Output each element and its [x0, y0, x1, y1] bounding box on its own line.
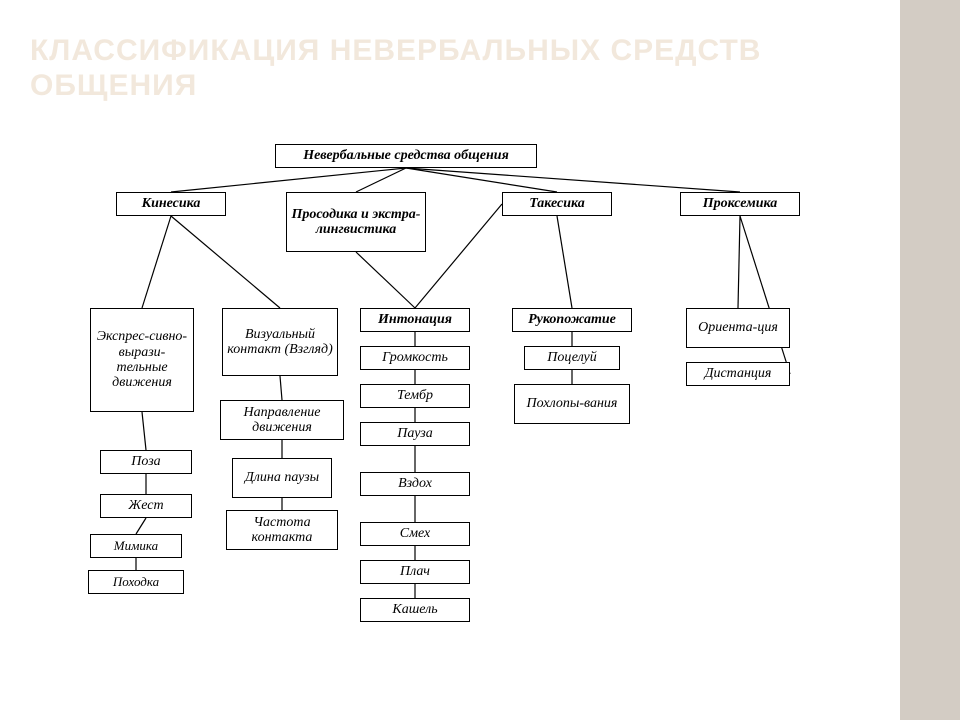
- edge: [142, 216, 171, 308]
- edge: [740, 216, 790, 374]
- edge: [280, 376, 282, 400]
- node-label: Мимика: [114, 539, 158, 553]
- edge: [171, 216, 280, 308]
- edge: [415, 204, 502, 308]
- node-kinesika: Кинесика: [116, 192, 226, 216]
- node-zhest: Жест: [100, 494, 192, 518]
- node-label: Поза: [131, 454, 160, 469]
- node-poza: Поза: [100, 450, 192, 474]
- edge: [738, 216, 740, 308]
- node-chastota: Частота контакта: [226, 510, 338, 550]
- node-rukopoz: Рукопожатие: [512, 308, 632, 332]
- node-dlina: Длина паузы: [232, 458, 332, 498]
- diagram-canvas: Невербальные средства общения Кинесика Про…: [0, 0, 960, 720]
- node-expr: Экспрес-сивно-вырази-тельные движения: [90, 308, 194, 412]
- node-label: Тембр: [397, 388, 433, 403]
- node-proksemika: Проксемика: [680, 192, 800, 216]
- node-tembr: Тембр: [360, 384, 470, 408]
- node-label: Частота контакта: [231, 515, 333, 546]
- node-label: Визуальный контакт (Взгляд): [227, 327, 333, 358]
- node-label: Походка: [113, 575, 159, 589]
- node-label: Плач: [400, 564, 430, 579]
- node-label: Такесика: [529, 196, 585, 211]
- edge: [356, 252, 415, 308]
- node-smeh: Смех: [360, 522, 470, 546]
- node-intonation: Интонация: [360, 308, 470, 332]
- node-label: Интонация: [378, 312, 452, 327]
- node-prosodika: Просодика и экстра-лингвистика: [286, 192, 426, 252]
- diagram-edges: [0, 0, 960, 720]
- node-poceluy: Поцелуй: [524, 346, 620, 370]
- node-label: Невербальные средства общения: [303, 148, 509, 163]
- edge: [356, 168, 406, 192]
- edge: [136, 518, 146, 534]
- node-label: Длина паузы: [245, 470, 319, 485]
- node-label: Похлопы-вания: [527, 396, 618, 411]
- edge: [557, 216, 572, 308]
- edge: [406, 168, 557, 192]
- node-distance: Дистанция: [686, 362, 790, 386]
- edge: [171, 168, 406, 192]
- side-strip: [900, 0, 960, 720]
- node-plach: Плач: [360, 560, 470, 584]
- node-label: Жест: [128, 498, 163, 513]
- edge: [406, 168, 740, 192]
- node-kashel: Кашель: [360, 598, 470, 622]
- node-label: Проксемика: [703, 196, 777, 211]
- node-label: Вздох: [398, 476, 432, 491]
- node-label: Громкость: [382, 350, 448, 365]
- page-title: КЛАССИФИКАЦИЯ НЕВЕРБАЛЬНЫХ СРЕДСТВ ОБЩЕН…: [30, 34, 850, 103]
- node-napravlenie: Направление движения: [220, 400, 344, 440]
- node-label: Ориента-ция: [698, 320, 778, 335]
- node-label: Кашель: [392, 602, 437, 617]
- node-label: Направление движения: [225, 405, 339, 436]
- node-mimika: Мимика: [90, 534, 182, 558]
- edge: [142, 412, 146, 450]
- node-vizual: Визуальный контакт (Взгляд): [222, 308, 338, 376]
- node-pauza: Пауза: [360, 422, 470, 446]
- node-label: Пауза: [397, 426, 432, 441]
- node-label: Смех: [400, 526, 431, 541]
- node-pohodka: Походка: [88, 570, 184, 594]
- node-label: Кинесика: [142, 196, 201, 211]
- node-takesika: Такесика: [502, 192, 612, 216]
- node-label: Рукопожатие: [528, 312, 616, 327]
- node-label: Экспрес-сивно-вырази-тельные движения: [95, 329, 189, 391]
- node-gromkost: Громкость: [360, 346, 470, 370]
- node-orient: Ориента-ция: [686, 308, 790, 348]
- node-vzdoh: Вздох: [360, 472, 470, 496]
- node-label: Поцелуй: [547, 350, 596, 365]
- node-root: Невербальные средства общения: [275, 144, 537, 168]
- node-pohlop: Похлопы-вания: [514, 384, 630, 424]
- node-label: Просодика и экстра-лингвистика: [291, 207, 421, 238]
- node-label: Дистанция: [705, 366, 772, 381]
